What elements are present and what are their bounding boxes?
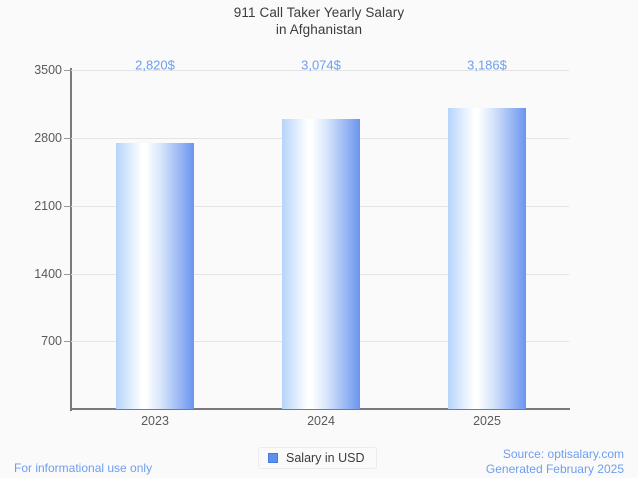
gridline-3500 bbox=[71, 70, 569, 71]
legend-swatch-icon bbox=[268, 453, 278, 463]
chart-title-line2: in Afghanistan bbox=[275, 22, 363, 37]
x-tick-label-2024: 2024 bbox=[307, 414, 335, 428]
y-axis-line bbox=[70, 68, 72, 411]
disclaimer-text: For informational use only bbox=[14, 461, 153, 475]
chart-title-line1: 911 Call Taker Yearly Salary bbox=[233, 5, 405, 20]
y-tick-label-700: 700 bbox=[41, 334, 62, 348]
y-tick-mark-2100 bbox=[64, 206, 70, 207]
x-tick-label-2025: 2025 bbox=[473, 414, 501, 428]
y-tick-mark-700 bbox=[64, 341, 70, 342]
legend-item-label: Salary in USD bbox=[286, 451, 365, 465]
bar-2024[interactable] bbox=[282, 119, 360, 409]
y-tick-label-1400: 1400 bbox=[34, 267, 62, 281]
bar-2025[interactable] bbox=[448, 108, 526, 409]
bar-value-2024: 3,074$ bbox=[301, 57, 341, 73]
bar-value-2025: 3,186$ bbox=[467, 57, 507, 73]
generated-text: Generated February 2025 bbox=[485, 462, 624, 476]
plot-area bbox=[71, 70, 569, 409]
y-tick-mark-2800 bbox=[64, 138, 70, 139]
y-tick-mark-1400 bbox=[64, 274, 70, 275]
y-tick-label-3500: 3500 bbox=[34, 63, 62, 77]
y-tick-label-2100: 2100 bbox=[34, 199, 62, 213]
source-text: Source: optisalary.com bbox=[502, 447, 624, 461]
source-block: Source: optisalary.com Generated Februar… bbox=[486, 447, 624, 477]
y-tick-label-2800: 2800 bbox=[34, 131, 62, 145]
bar-2023[interactable] bbox=[116, 143, 194, 409]
page-title: 911 Call Taker Yearly Salary in Afghanis… bbox=[0, 4, 638, 38]
y-tick-mark-3500 bbox=[64, 70, 70, 71]
y-axis: 3500 2800 2100 1400 700 bbox=[0, 0, 62, 478]
x-tick-label-2023: 2023 bbox=[141, 414, 169, 428]
bar-value-2023: 2,820$ bbox=[135, 57, 175, 73]
chart-legend[interactable]: Salary in USD bbox=[258, 447, 377, 469]
